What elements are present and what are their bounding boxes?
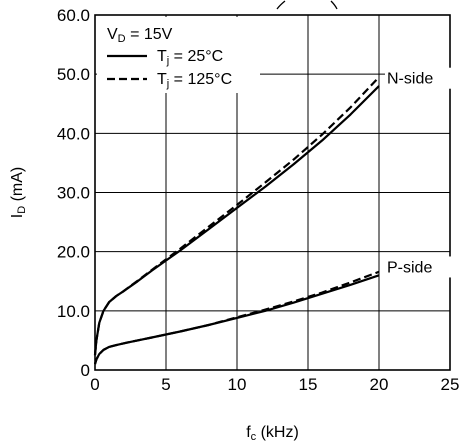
x-tick-label: 25 bbox=[441, 375, 460, 394]
y-tick-label: 30.0 bbox=[57, 184, 90, 203]
y-tick-label: 0 bbox=[81, 361, 90, 380]
label-main: T bbox=[157, 71, 167, 88]
x-tick-label: 15 bbox=[299, 375, 318, 394]
legend-condition: VD = 15V bbox=[107, 26, 173, 45]
y-axis-label-main: I bbox=[9, 214, 26, 218]
legend-entry-label: Tj = 125°C bbox=[157, 71, 232, 90]
annotation-n-side: N-side bbox=[387, 71, 433, 88]
label-main: T bbox=[157, 48, 167, 65]
label-rest: = 125°C bbox=[169, 71, 232, 88]
y-tick-label: 50.0 bbox=[57, 65, 90, 84]
x-tick-label: 10 bbox=[228, 375, 247, 394]
annotations: N-side P-side bbox=[385, 67, 453, 278]
series-line-p-side-dashed bbox=[93, 270, 380, 365]
label-rest: = 25°C bbox=[169, 48, 223, 65]
cropped-heading-fragment bbox=[276, 0, 338, 10]
x-axis-label: fc (kHz) bbox=[246, 424, 299, 443]
y-axis-label-sub: D bbox=[16, 206, 28, 214]
y-axis-label: ID (mA) bbox=[9, 167, 28, 219]
series-line-n-side-dashed bbox=[93, 76, 380, 356]
x-axis-label-unit: (kHz) bbox=[256, 424, 299, 441]
x-tick-label: 5 bbox=[161, 375, 170, 394]
plot-frame bbox=[94, 14, 451, 371]
annotation-background bbox=[385, 256, 451, 278]
tick-labels: 0 5 10 15 20 25 0 10.0 20.0 30.0 40.0 50.0 60.0 bbox=[57, 6, 460, 394]
y-tick-label: 60.0 bbox=[57, 6, 90, 25]
series-group bbox=[93, 76, 380, 365]
y-tick-label: 10.0 bbox=[57, 302, 90, 321]
x-tick-label: 20 bbox=[370, 375, 389, 394]
label-main: V bbox=[107, 26, 118, 43]
label-rest: = 15V bbox=[126, 26, 173, 43]
y-axis-label-unit: (mA) bbox=[9, 167, 26, 206]
legend-entry-label: Tj = 25°C bbox=[157, 48, 223, 67]
x-tick-label: 0 bbox=[90, 375, 99, 394]
x-axis-label-main: f bbox=[246, 424, 251, 441]
label-sub: j bbox=[166, 78, 169, 90]
y-tick-label: 20.0 bbox=[57, 243, 90, 262]
label-sub: D bbox=[118, 33, 126, 45]
y-tick-label: 40.0 bbox=[57, 124, 90, 143]
label-sub: j bbox=[166, 55, 169, 67]
x-axis-label-sub: c bbox=[251, 431, 257, 443]
annotation-p-side: P-side bbox=[387, 259, 432, 276]
annotation-background bbox=[385, 67, 453, 89]
